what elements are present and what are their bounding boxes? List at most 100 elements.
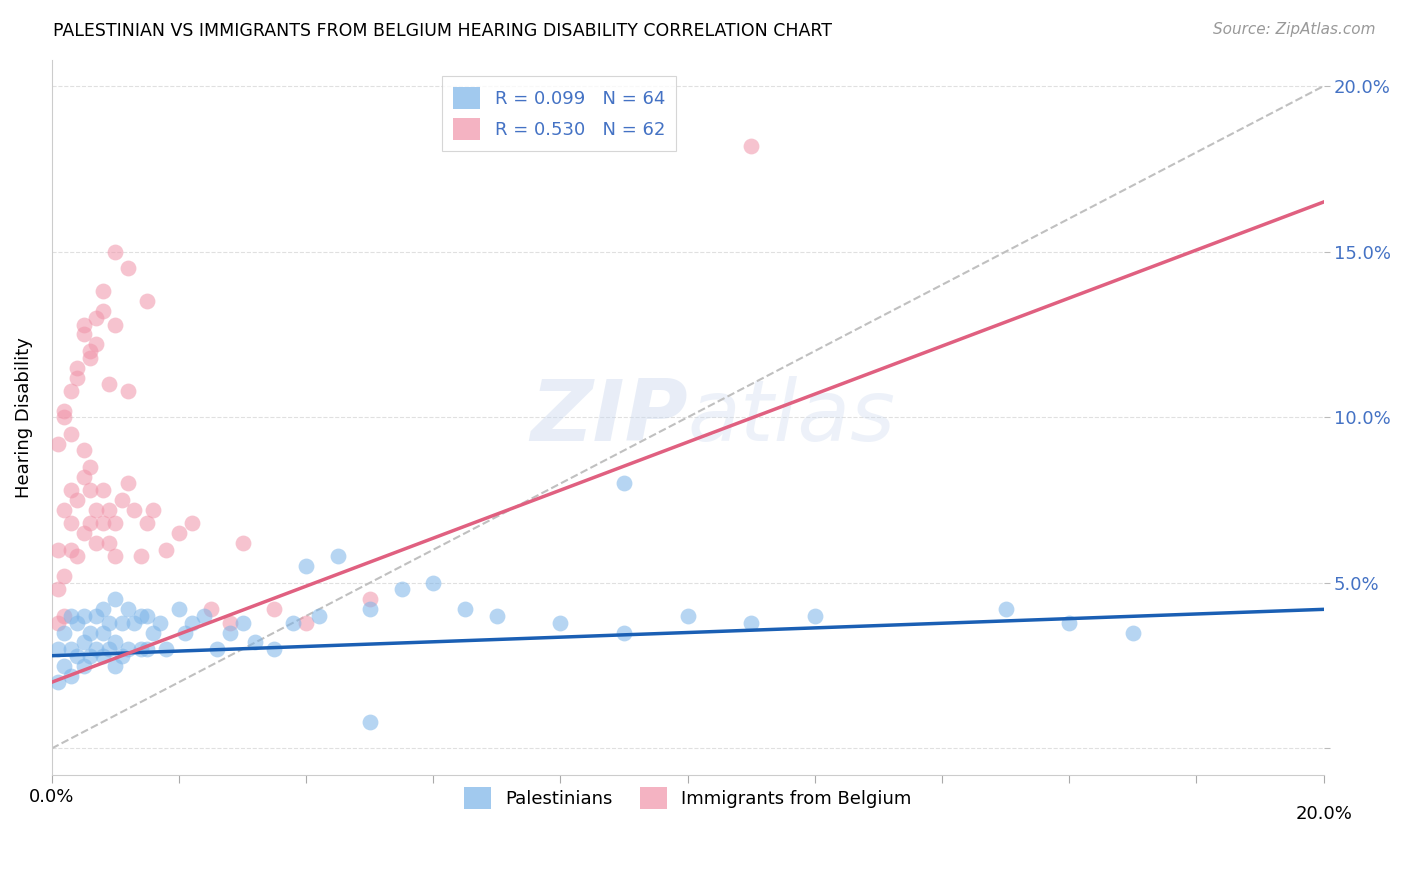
- Point: [59, 483, 82, 497]
- Point: [46, 615, 69, 630]
- Point: [59, 384, 82, 398]
- Point: [1057, 615, 1080, 630]
- Text: atlas: atlas: [688, 376, 896, 458]
- Point: [180, 615, 202, 630]
- Point: [200, 602, 222, 616]
- Point: [66, 370, 89, 384]
- Point: [218, 615, 240, 630]
- Point: [79, 625, 101, 640]
- Point: [136, 294, 159, 309]
- Text: Source: ZipAtlas.com: Source: ZipAtlas.com: [1212, 22, 1375, 37]
- Point: [149, 615, 172, 630]
- Point: [53, 609, 76, 624]
- Point: [142, 503, 165, 517]
- Point: [104, 318, 127, 332]
- Point: [740, 138, 762, 153]
- Point: [66, 493, 89, 508]
- Text: ZIP: ZIP: [530, 376, 688, 458]
- Point: [485, 609, 508, 624]
- Point: [72, 609, 94, 624]
- Point: [53, 625, 76, 640]
- Point: [180, 516, 202, 531]
- Point: [391, 582, 413, 597]
- Point: [117, 642, 139, 657]
- Point: [155, 542, 177, 557]
- Point: [66, 549, 89, 564]
- Point: [295, 615, 318, 630]
- Point: [91, 602, 114, 616]
- Point: [422, 575, 444, 590]
- Point: [167, 602, 190, 616]
- Point: [155, 642, 177, 657]
- Point: [994, 602, 1017, 616]
- Point: [59, 642, 82, 657]
- Point: [84, 536, 107, 550]
- Point: [117, 384, 139, 398]
- Point: [59, 668, 82, 682]
- Point: [53, 569, 76, 583]
- Point: [124, 615, 146, 630]
- Point: [91, 625, 114, 640]
- Point: [53, 410, 76, 425]
- Point: [46, 542, 69, 557]
- Point: [59, 426, 82, 441]
- Point: [129, 549, 152, 564]
- Point: [359, 714, 381, 729]
- Point: [104, 635, 127, 649]
- Point: [66, 648, 89, 663]
- Point: [804, 609, 827, 624]
- Point: [66, 360, 89, 375]
- Point: [454, 602, 477, 616]
- Point: [79, 459, 101, 474]
- Point: [91, 483, 114, 497]
- Point: [72, 635, 94, 649]
- Point: [59, 609, 82, 624]
- Point: [136, 642, 159, 657]
- Point: [142, 625, 165, 640]
- Text: 20.0%: 20.0%: [1295, 805, 1353, 823]
- Point: [104, 592, 127, 607]
- Point: [283, 615, 305, 630]
- Point: [46, 675, 69, 690]
- Point: [72, 443, 94, 458]
- Point: [613, 625, 636, 640]
- Point: [136, 609, 159, 624]
- Point: [79, 483, 101, 497]
- Point: [98, 615, 121, 630]
- Point: [84, 642, 107, 657]
- Point: [91, 285, 114, 299]
- Point: [104, 549, 127, 564]
- Point: [308, 609, 330, 624]
- Point: [72, 318, 94, 332]
- Point: [117, 602, 139, 616]
- Point: [66, 615, 89, 630]
- Point: [111, 648, 134, 663]
- Point: [245, 635, 267, 649]
- Point: [550, 615, 572, 630]
- Point: [613, 476, 636, 491]
- Point: [91, 516, 114, 531]
- Point: [79, 648, 101, 663]
- Legend: Palestinians, Immigrants from Belgium: Palestinians, Immigrants from Belgium: [457, 780, 920, 816]
- Point: [53, 503, 76, 517]
- Point: [359, 592, 381, 607]
- Point: [359, 602, 381, 616]
- Point: [111, 615, 134, 630]
- Point: [117, 261, 139, 276]
- Point: [676, 609, 699, 624]
- Point: [129, 642, 152, 657]
- Point: [104, 244, 127, 259]
- Point: [72, 526, 94, 541]
- Point: [46, 436, 69, 450]
- Point: [59, 542, 82, 557]
- Point: [205, 642, 228, 657]
- Point: [79, 344, 101, 359]
- Point: [84, 337, 107, 351]
- Point: [72, 327, 94, 342]
- Point: [84, 609, 107, 624]
- Point: [263, 602, 285, 616]
- Text: PALESTINIAN VS IMMIGRANTS FROM BELGIUM HEARING DISABILITY CORRELATION CHART: PALESTINIAN VS IMMIGRANTS FROM BELGIUM H…: [53, 22, 832, 40]
- Point: [91, 304, 114, 318]
- Point: [104, 658, 127, 673]
- Point: [326, 549, 349, 564]
